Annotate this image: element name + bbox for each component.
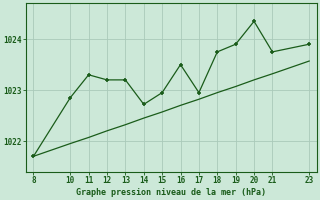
X-axis label: Graphe pression niveau de la mer (hPa): Graphe pression niveau de la mer (hPa) (76, 188, 266, 197)
